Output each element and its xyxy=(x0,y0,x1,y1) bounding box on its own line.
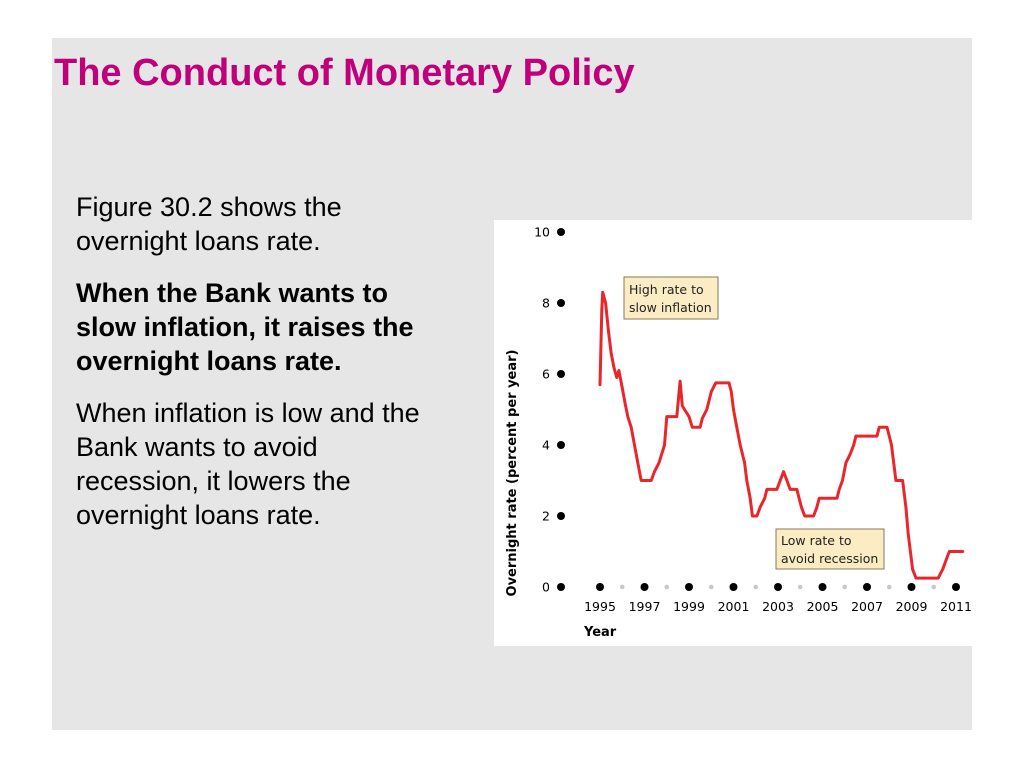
y-tick-label: 0 xyxy=(542,580,550,595)
y-tick-dot xyxy=(557,299,565,307)
y-tick-dot xyxy=(557,583,565,591)
annotation-low-rate: Low rate to avoid recession xyxy=(775,528,885,570)
x-minor-dot xyxy=(931,584,937,590)
x-minor-dot xyxy=(619,584,625,590)
x-axis-ticks: 1995 1997 1999 2001 2003 2005 2007 2009 2011 xyxy=(584,599,972,614)
slide-body: Figure 30.2 shows the overnight loans ra… xyxy=(76,190,436,550)
x-tick-dot xyxy=(640,583,649,591)
x-axis-dots xyxy=(596,583,960,591)
slide-title: The Conduct of Monetary Policy xyxy=(54,52,635,94)
x-minor-dot xyxy=(753,584,759,590)
y-tick-label: 2 xyxy=(542,509,550,524)
x-tick-label: 2005 xyxy=(807,599,839,614)
chart-panel: Overnight rate (percent per year) Year 0… xyxy=(494,220,972,646)
x-tick-label: 2001 xyxy=(718,599,750,614)
overnight-rate-chart: Overnight rate (percent per year) Year 0… xyxy=(505,225,972,641)
x-minor-dot xyxy=(886,584,892,590)
x-tick-label: 2009 xyxy=(896,599,928,614)
x-tick-dot xyxy=(952,583,960,591)
x-tick-dot xyxy=(729,583,738,591)
overnight-rate-line xyxy=(598,290,965,580)
annotation-low-rate-line-1: Low rate to xyxy=(781,533,852,548)
x-tick-dot xyxy=(863,583,871,591)
body-paragraph-3: When inflation is low and the Bank wants… xyxy=(76,398,420,530)
x-tick-label: 1995 xyxy=(584,599,616,614)
annotation-high-rate-line-2: slow inflation xyxy=(629,300,712,315)
y-tick-dot xyxy=(557,512,565,520)
y-axis-label: Overnight rate (percent per year) xyxy=(505,350,520,597)
x-tick-dot xyxy=(907,583,916,591)
x-tick-label: 1999 xyxy=(673,599,705,614)
body-paragraph-1: Figure 30.2 shows the overnight loans ra… xyxy=(76,192,342,256)
x-tick-label: 2003 xyxy=(762,599,794,614)
y-axis-ticks: 0 2 4 6 8 10 xyxy=(534,225,565,595)
x-tick-label: 2007 xyxy=(851,599,883,614)
y-tick-dot xyxy=(557,228,565,236)
x-minor-dot xyxy=(708,584,714,590)
body-paragraph-2: When the Bank wants to slow inflation, i… xyxy=(76,278,414,376)
annotation-low-rate-line-2: avoid recession xyxy=(781,551,878,566)
y-tick-label: 10 xyxy=(534,225,550,240)
annotation-high-rate: High rate to slow inflation xyxy=(623,276,719,320)
annotation-low-rate-box xyxy=(775,528,885,570)
annotation-high-rate-box xyxy=(623,276,719,320)
x-minor-dot xyxy=(842,584,848,590)
y-tick-label: 4 xyxy=(542,438,550,453)
x-axis-label: Year xyxy=(583,625,617,640)
x-minor-dot xyxy=(664,584,670,590)
annotation-high-rate-line-1: High rate to xyxy=(629,282,704,297)
y-tick-dot xyxy=(557,370,565,378)
x-tick-dot xyxy=(596,583,604,591)
y-tick-dot xyxy=(557,441,565,449)
x-tick-label: 2011 xyxy=(940,599,972,614)
x-tick-label: 1997 xyxy=(629,599,661,614)
y-tick-label: 6 xyxy=(542,367,550,382)
x-minor-dot xyxy=(797,584,803,590)
y-tick-label: 8 xyxy=(542,296,550,311)
x-tick-dot xyxy=(685,583,693,591)
x-tick-dot xyxy=(818,583,827,591)
x-tick-dot xyxy=(774,583,782,591)
